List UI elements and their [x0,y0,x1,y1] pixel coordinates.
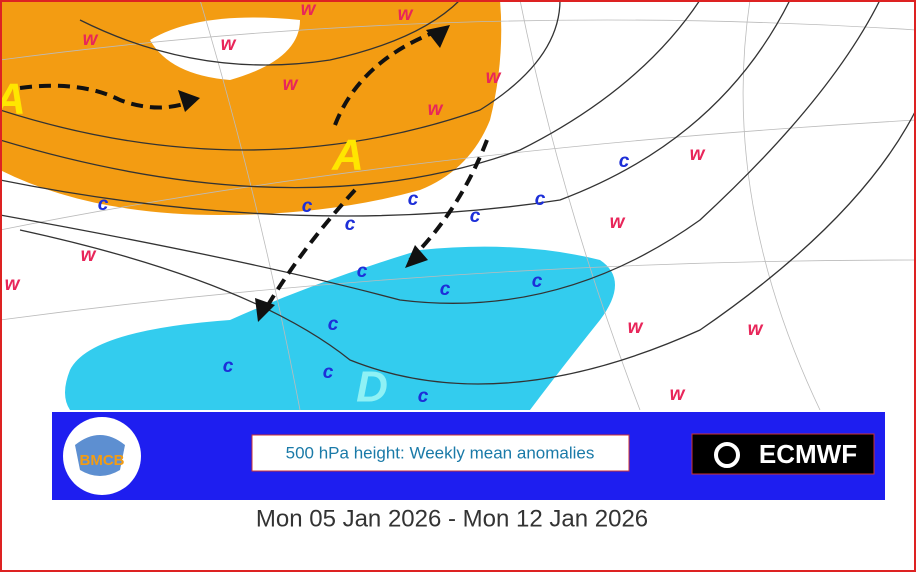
cold-label: c [418,386,429,407]
logo-right: ECMWF [759,439,857,469]
cold-label: c [408,189,419,210]
warm-label: w [748,319,764,340]
cold-label: c [470,206,481,227]
banner: BMCB 500 hPa height: Weekly mean anomali… [52,412,885,500]
map-title: 500 hPa height: Weekly mean anomalies [286,443,595,462]
low-label: D [356,363,388,412]
negative-anomaly [65,246,615,410]
warm-label: w [428,99,444,120]
flow-arrows [19,25,489,322]
positive-anomaly [0,0,502,215]
warm-label: w [301,0,317,20]
cold-label: c [345,214,356,235]
map: A A Dw w w w w w w w w w w w w w c c c c c c c c c c c c c c [0,0,916,412]
warm-label: w [81,245,97,266]
cold-label: c [619,151,630,172]
contours [0,0,916,385]
cold-label: c [535,189,546,210]
logo-left: BMCB [80,452,125,469]
cold-label: c [98,194,109,215]
warm-label: w [83,29,99,50]
warm-label: w [628,317,644,338]
high-label: A [331,131,364,180]
warm-label: w [221,34,237,55]
date-range: Mon 05 Jan 2026 - Mon 12 Jan 2026 [256,505,648,532]
cold-label: c [328,314,339,335]
high-label: A [0,75,26,124]
warm-label: w [5,274,21,295]
warm-label: w [610,212,626,233]
cold-label: c [532,271,543,292]
warm-label: w [690,144,706,165]
cold-label: c [223,356,234,377]
cold-label: c [357,261,368,282]
cold-label: c [302,196,313,217]
warm-label: w [670,384,686,405]
title-box [251,434,630,472]
graticule [0,0,916,411]
warm-label: w [486,67,502,88]
cold-label: c [323,362,334,383]
cold-label: c [440,279,451,300]
ecmwf-logo [691,433,875,475]
map-labels: A A Dw w w w w w w w w w w w w w c c c c c c c c c c c c c c [0,0,764,412]
warm-label: w [283,74,299,95]
warm-label: w [398,4,414,25]
